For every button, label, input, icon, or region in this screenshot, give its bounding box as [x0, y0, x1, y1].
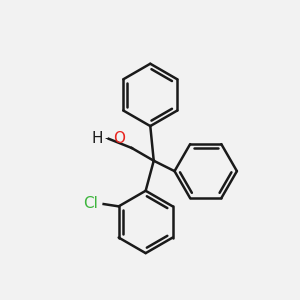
Text: H: H — [92, 130, 103, 146]
Text: -: - — [105, 132, 109, 145]
Text: Cl: Cl — [83, 196, 98, 211]
Text: O: O — [113, 130, 125, 146]
